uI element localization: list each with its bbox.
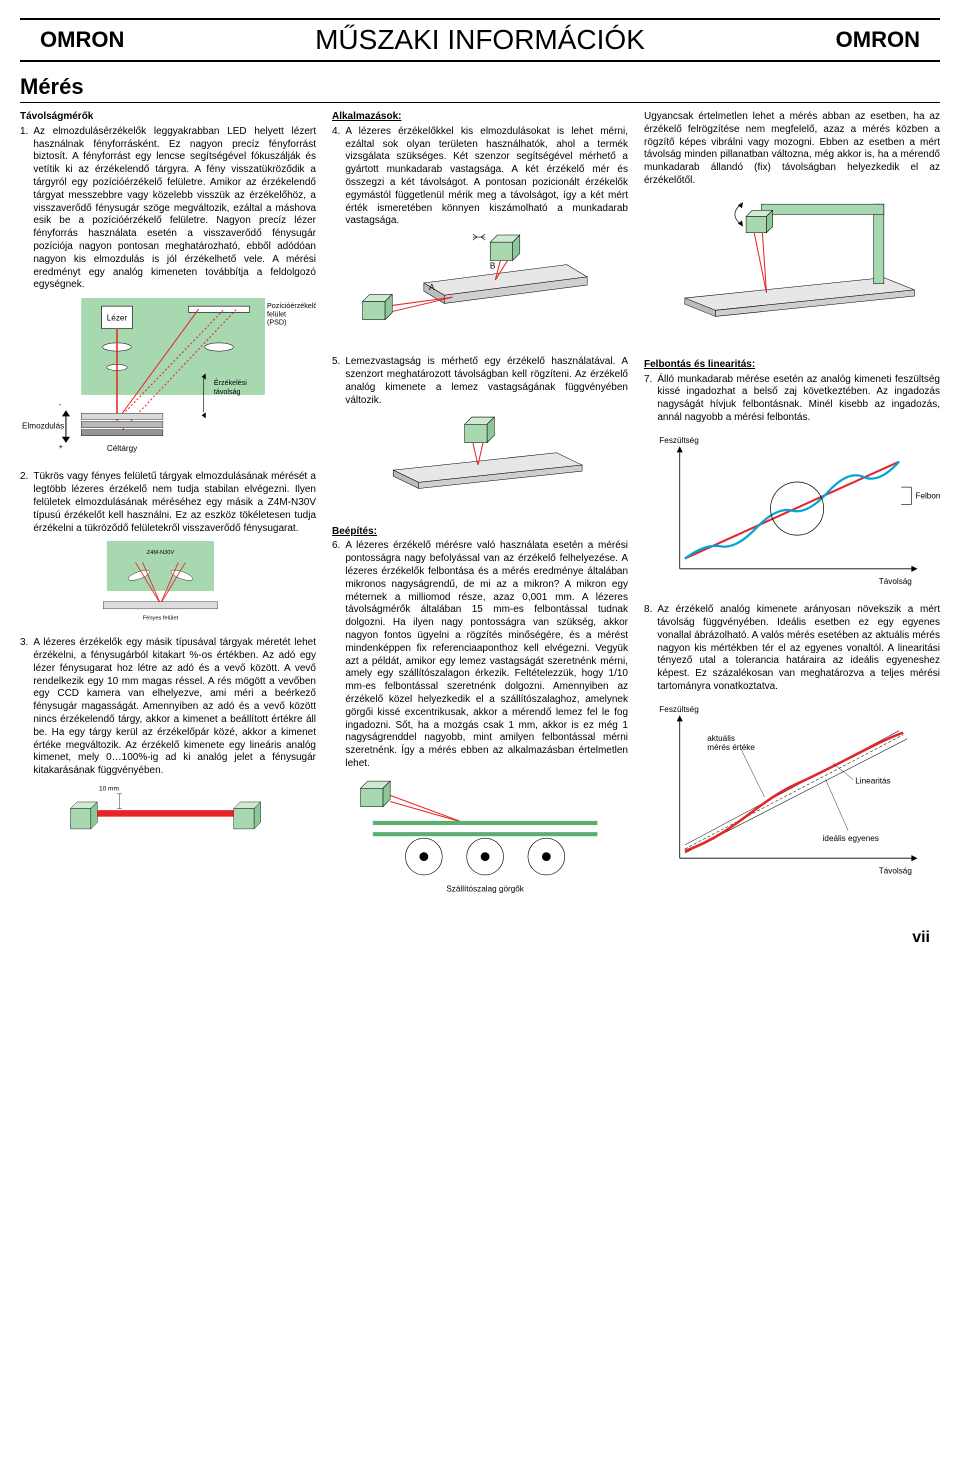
item-4: 4. A lézeres érzékelőkkel kis elmozdulás… (332, 126, 628, 228)
fig8-actual-1: aktuális (707, 734, 735, 743)
fig2-model: Z4M-N30V (147, 550, 175, 556)
svg-text:(PSD): (PSD) (267, 319, 286, 327)
item-6-num: 6. (332, 540, 340, 770)
svg-text:+: + (59, 443, 63, 451)
column-3: Ugyancsak értelmetlen lehet a mérés abba… (644, 111, 940, 909)
fig2-caption: Fényes felület (143, 616, 179, 622)
column-2: Alkalmazások: 4. A lézeres érzékelőkkel … (332, 111, 628, 909)
fig4-B: B (490, 262, 496, 271)
content-columns: Távolságmérők 1. Az elmozdulásérzékelők … (0, 111, 960, 919)
item-8-num: 8. (644, 604, 652, 694)
svg-text:távolság: távolság (214, 388, 241, 396)
svg-text:Érzékelési: Érzékelési (214, 378, 247, 387)
figure-6-conveyor: Szállítószalag görgők (332, 777, 628, 899)
item-1-text: Az elmozdulásérzékelők leggyakrabban LED… (33, 126, 316, 292)
fig8-x: Távolság (879, 866, 913, 875)
page-header: OMRON MŰSZAKI INFORMÁCIÓK OMRON (20, 18, 940, 62)
fig7-r: Felbontás (915, 491, 940, 500)
fig6-caption: Szállítószalag görgők (446, 884, 524, 893)
subhead-beepites: Beépítés: (332, 526, 628, 539)
fig4-A: A (429, 283, 435, 292)
column-1: Távolságmérők 1. Az elmozdulásérzékelők … (20, 111, 316, 909)
item-7-text: Álló munkadarab mérése esetén az analóg … (657, 374, 940, 425)
item-3: 3. A lézeres érzékelők egy másik típusáv… (20, 637, 316, 778)
item-3-text: A lézeres érzékelők egy másik típusával … (33, 637, 316, 778)
figure-8-linearity-chart: Feszültség aktuális mérés értéke Lineari… (644, 700, 940, 884)
fig1-psd-l1: Pozícióérzékelő (267, 302, 316, 310)
item-6: 6. A lézeres érzékelő mérésre való haszn… (332, 540, 628, 770)
subhead-tavolsag: Távolságmérők (20, 111, 316, 124)
brand-left: OMRON (40, 27, 124, 53)
item-7-num: 7. (644, 374, 652, 425)
item-4-text: A lézeres érzékelőkkel kis elmozdulásoka… (345, 126, 628, 228)
item-5-num: 5. (332, 356, 340, 407)
figure-1-laser-principle: Lézer Pozícióérzékelő felület (PSD) Célt… (20, 298, 316, 461)
fig8-y: Feszültség (659, 705, 699, 714)
item-2-text: Tükrös vagy fényes felületű tárgyak elmo… (33, 471, 316, 535)
item-1: 1. Az elmozdulásérzékelők leggyakrabban … (20, 126, 316, 292)
svg-text:-: - (59, 401, 62, 409)
col3-para1: Ugyancsak értelmetlen lehet a mérés abba… (644, 111, 940, 188)
item-8: 8. Az érzékelő analóg kimenete arányosan… (644, 604, 940, 694)
figure-7-resolution-chart: Feszültség Felbontás Távolság (644, 431, 940, 594)
item-5-text: Lemezvastagság is mérhető egy érzékelő h… (345, 356, 628, 407)
item-4-num: 4. (332, 126, 340, 228)
item-7: 7. Álló munkadarab mérése esetén az anal… (644, 374, 940, 425)
fig1-elmozd: Elmozdulás (22, 422, 64, 431)
svg-text:felület: felület (267, 311, 286, 319)
subhead-alkalmazas: Alkalmazások: (332, 111, 628, 124)
page-number: vii (0, 919, 960, 967)
item-8-text: Az érzékelő analóg kimenete arányosan nö… (657, 604, 940, 694)
fig3-label: 10 mm (99, 785, 119, 792)
figure-4-dual-thickness: B A (332, 234, 628, 346)
fig8-ideal: ideális egyenes (823, 834, 879, 843)
fig1-celtargy: Céltárgy (107, 444, 138, 453)
item-2-num: 2. (20, 471, 28, 535)
item-5: 5. Lemezvastagság is mérhető egy érzékel… (332, 356, 628, 407)
fig7-x: Távolság (879, 577, 913, 586)
brand-right: OMRON (836, 27, 920, 53)
item-2: 2. Tükrös vagy fényes felületű tárgyak e… (20, 471, 316, 535)
fig1-lezer: Lézer (107, 314, 128, 323)
fig8-lin: Linearitás (855, 776, 890, 785)
figure-mount-vibration (644, 196, 940, 349)
figure-2-z4m: Z4M-N30V Fényes felület (64, 541, 271, 627)
item-1-num: 1. (20, 126, 28, 292)
figure-5-single-sheet (332, 414, 628, 516)
figure-3-thrubeam: 10 mm (50, 784, 287, 841)
section-title: Mérés (20, 74, 940, 103)
header-title: MŰSZAKI INFORMÁCIÓK (315, 24, 645, 56)
item-3-num: 3. (20, 637, 28, 778)
svg-text:mérés értéke: mérés értéke (707, 743, 755, 752)
subhead-felbontas: Felbontás és linearitás: (644, 359, 940, 372)
fig7-y: Feszültség (659, 436, 699, 445)
item-6-text: A lézeres érzékelő mérésre való használa… (345, 540, 628, 770)
